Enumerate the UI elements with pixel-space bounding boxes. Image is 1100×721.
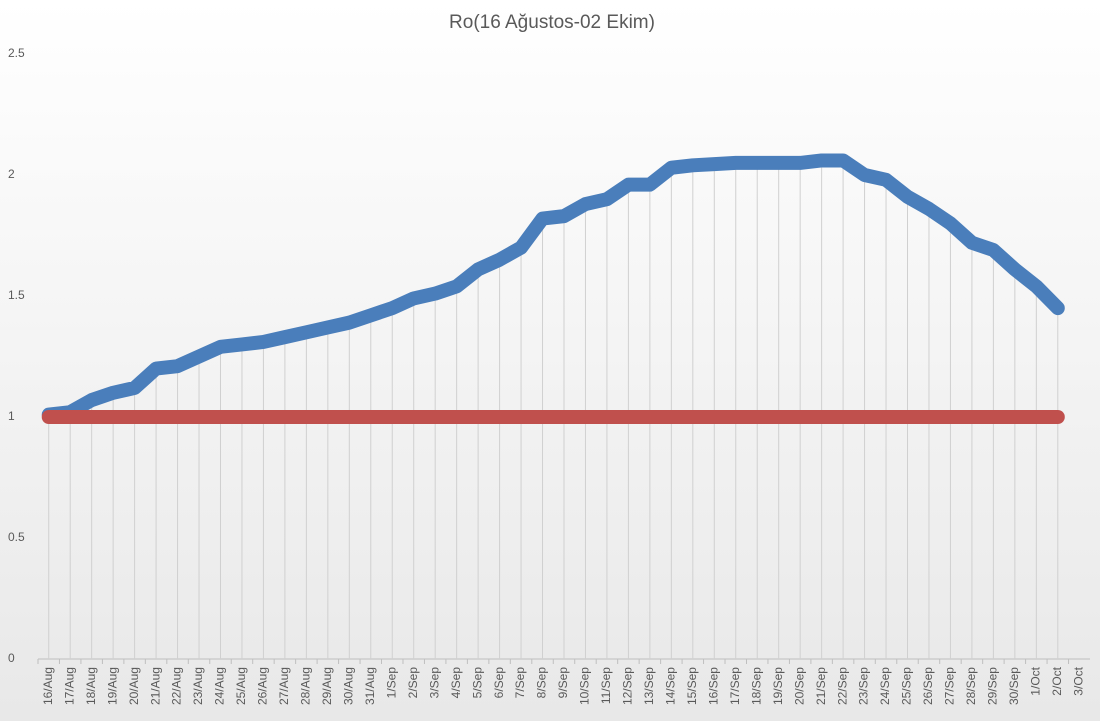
x-tick-label: 8/Sep xyxy=(535,667,549,699)
x-tick-label: 30/Sep xyxy=(1007,667,1021,705)
x-tick-label: 28/Sep xyxy=(964,667,978,705)
x-tick-label: 19/Sep xyxy=(771,667,785,705)
x-tick-label: 15/Sep xyxy=(685,667,699,705)
x-tick-label: 4/Sep xyxy=(449,667,463,699)
x-tick-label: 2/Sep xyxy=(406,667,420,699)
x-tick-label: 29/Aug xyxy=(320,667,334,705)
y-tick-label: 0.5 xyxy=(8,530,25,544)
x-tick-label: 26/Aug xyxy=(256,667,270,705)
x-tick-label: 24/Aug xyxy=(213,667,227,705)
x-tick-label: 21/Sep xyxy=(814,667,828,705)
x-tick-label: 25/Aug xyxy=(234,667,248,705)
y-tick-label: 0 xyxy=(8,651,15,665)
x-tick-label: 7/Sep xyxy=(513,667,527,699)
x-tick-label: 27/Sep xyxy=(943,667,957,705)
x-tick-label: 23/Sep xyxy=(857,667,871,705)
x-tick-label: 13/Sep xyxy=(642,667,656,705)
x-tick-label: 29/Sep xyxy=(986,667,1000,705)
x-tick-label: 1/Oct xyxy=(1028,666,1042,695)
x-tick-label: 17/Sep xyxy=(728,667,742,705)
y-tick-label: 2 xyxy=(8,167,15,181)
x-tick-label: 18/Sep xyxy=(749,667,763,705)
series-line xyxy=(41,153,1065,422)
x-tick-label: 27/Aug xyxy=(277,667,291,705)
y-tick-label: 1 xyxy=(8,409,15,423)
x-tick-label: 16/Aug xyxy=(41,667,55,705)
x-tick-label: 19/Aug xyxy=(105,667,119,705)
x-tick-label: 31/Aug xyxy=(363,667,377,705)
y-tick-label: 1.5 xyxy=(8,288,25,302)
x-tick-label: 6/Sep xyxy=(492,667,506,699)
x-tick-label: 22/Aug xyxy=(170,667,184,705)
x-tick-label: 22/Sep xyxy=(835,667,849,705)
x-tick-label: 18/Aug xyxy=(84,667,98,705)
x-tick-label: 1/Sep xyxy=(384,667,398,699)
x-tick-label: 2/Oct xyxy=(1050,666,1064,695)
x-tick-label: 16/Sep xyxy=(706,667,720,705)
x-tick-label: 25/Sep xyxy=(900,667,914,705)
y-tick-label: 2.5 xyxy=(8,46,25,60)
x-tick-label: 10/Sep xyxy=(578,667,592,705)
x-tick-label: 30/Aug xyxy=(341,667,355,705)
x-tick-label: 17/Aug xyxy=(62,667,76,705)
x-tick-label: 14/Sep xyxy=(664,667,678,705)
x-tick-label: 23/Aug xyxy=(191,667,205,705)
x-tick-label: 11/Sep xyxy=(599,667,613,704)
x-tick-label: 21/Aug xyxy=(148,667,162,705)
x-tick-label: 26/Sep xyxy=(921,667,935,705)
x-tick-label: 3/Sep xyxy=(427,667,441,699)
x-tick-label: 9/Sep xyxy=(556,667,570,699)
x-tick-label: 24/Sep xyxy=(878,667,892,705)
x-tick-label: 12/Sep xyxy=(621,667,635,705)
x-tick-label: 20/Sep xyxy=(792,667,806,705)
x-tick-label: 5/Sep xyxy=(470,667,484,699)
x-tick-label: 28/Aug xyxy=(299,667,313,705)
x-tick-label: 3/Oct xyxy=(1071,666,1085,695)
x-tick-label: 20/Aug xyxy=(127,667,141,705)
chart-title: Ro(16 Ağustos-02 Ekim) xyxy=(449,12,655,33)
